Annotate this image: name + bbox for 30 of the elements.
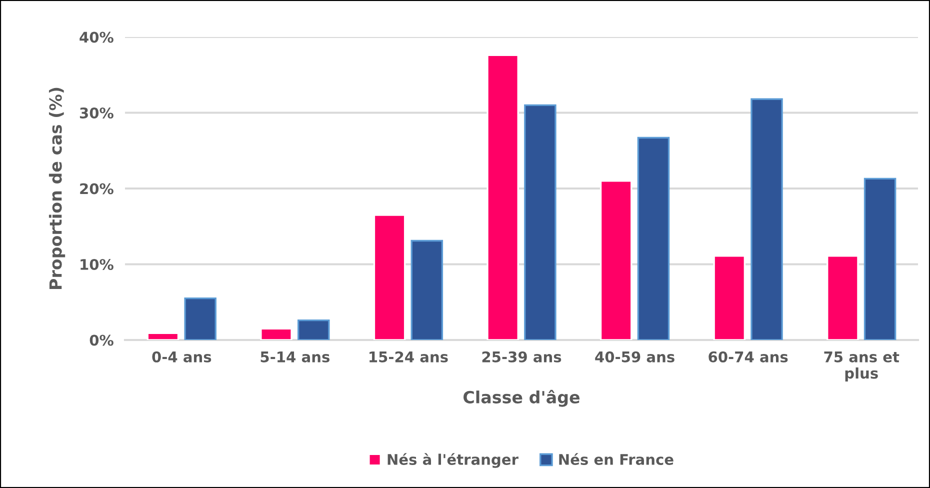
- y-tick-label: 0%: [90, 334, 114, 346]
- bar: [184, 298, 216, 340]
- bar: [146, 332, 180, 340]
- x-tick-label: 0-4 ans: [152, 351, 212, 362]
- y-tick-label: 30%: [80, 107, 114, 118]
- bar: [260, 328, 292, 340]
- legend-label: Nés à l'étranger: [388, 453, 518, 468]
- x-tick-label: 75 ans et plus: [824, 352, 900, 382]
- x-tick-label: 15-24 ans: [370, 351, 448, 362]
- bar: [713, 255, 746, 340]
- y-tick-label: 40%: [80, 32, 114, 43]
- y-tick-label: 20%: [80, 183, 114, 194]
- x-tick-label: 25-39 ans: [482, 351, 562, 362]
- bar: [864, 178, 896, 340]
- x-axis-title: Classe d'âge: [464, 390, 580, 407]
- bar: [750, 98, 783, 340]
- y-tick-label: 10%: [80, 258, 114, 270]
- bar: [486, 54, 519, 340]
- bar: [826, 255, 859, 340]
- bar: [637, 136, 670, 340]
- bar: [600, 180, 632, 340]
- bar: [410, 240, 444, 340]
- y-axis-title: Proportion de cas (%): [48, 88, 66, 290]
- x-tick-label: 40-59 ans: [595, 351, 674, 362]
- bar: [297, 319, 330, 340]
- bar: [524, 104, 556, 340]
- x-tick-label: 5-14 ans: [260, 352, 330, 362]
- bar: [373, 214, 406, 340]
- x-tick-label: 60-74 ans: [708, 351, 788, 362]
- legend-label: Nés en France: [559, 453, 674, 465]
